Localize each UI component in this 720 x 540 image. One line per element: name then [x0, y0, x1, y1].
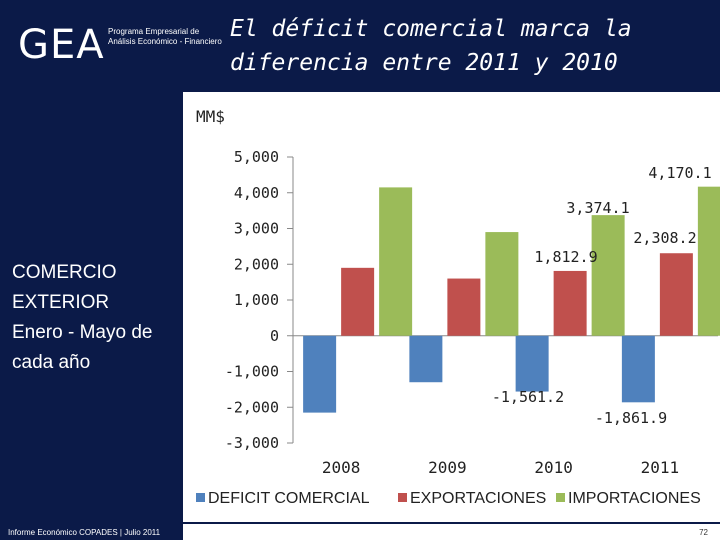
data-label: 2,308.2	[633, 229, 696, 247]
legend-label: EXPORTACIONES	[410, 490, 546, 507]
data-label: 4,170.1	[648, 164, 711, 182]
bar-importaciones	[485, 232, 519, 336]
bar-exportaciones	[553, 270, 587, 336]
data-label: 1,812.9	[534, 248, 597, 266]
sidebar-line-3: Enero - Mayo de	[12, 322, 153, 343]
logo-subtitle: Programa Empresarial de Análisis Económi…	[108, 27, 222, 46]
x-category-label: 2010	[534, 458, 573, 477]
y-tick-label: -2,000	[225, 398, 279, 416]
y-tick-label: 5,000	[234, 148, 279, 166]
x-category-label: 2009	[428, 458, 467, 477]
legend-swatch	[196, 493, 205, 502]
bar-deficit-comercial	[409, 335, 443, 383]
legend-swatch	[556, 493, 565, 502]
footer-report: Informe Económico COPADES | Julio 2011	[8, 528, 161, 537]
data-label: 3,374.1	[566, 199, 629, 217]
sidebar-line-4: cada año	[12, 352, 91, 373]
bar-exportaciones	[341, 267, 375, 336]
data-label: -1,561.2	[492, 388, 564, 406]
y-tick-label: 0	[270, 327, 279, 345]
title-line-1: El déficit comercial marca la	[230, 16, 632, 42]
bar-deficit-comercial	[515, 335, 549, 392]
x-category-label: 2011	[641, 458, 680, 477]
legend-swatch	[398, 493, 407, 502]
page-number: 72	[699, 528, 708, 537]
x-category-label: 2008	[322, 458, 361, 477]
bar-importaciones	[379, 187, 413, 336]
bar-exportaciones	[659, 253, 693, 336]
legend-label: IMPORTACIONES	[568, 490, 701, 507]
bar-importaciones	[591, 215, 625, 336]
y-tick-label: 3,000	[234, 220, 279, 238]
y-tick-label: -1,000	[225, 363, 279, 381]
y-tick-label: 4,000	[234, 184, 279, 202]
sidebar-line-2: EXTERIOR	[12, 292, 110, 313]
gea-logo: GEA	[18, 22, 105, 68]
bar-importaciones	[697, 186, 720, 336]
y-unit-label: MM$	[196, 107, 225, 126]
sidebar-line-1: COMERCIO	[12, 262, 117, 283]
sidebar-caption: COMERCIO EXTERIOR Enero - Mayo de cada a…	[12, 258, 187, 378]
data-label: -1,861.9	[595, 409, 667, 427]
y-tick-label: 2,000	[234, 255, 279, 273]
y-tick-label: -3,000	[225, 434, 279, 452]
legend-label: DEFICIT COMERCIAL	[208, 490, 370, 507]
bar-deficit-comercial	[621, 335, 655, 403]
left-sidebar	[0, 92, 183, 540]
title-line-2: diferencia entre 2011 y 2010	[230, 50, 618, 76]
footer-divider	[183, 522, 720, 524]
bar-exportaciones	[447, 278, 481, 336]
bar-deficit-comercial	[303, 335, 337, 413]
slide-title: El déficit comercial marca la diferencia…	[230, 12, 710, 80]
header-bar: GEA Programa Empresarial de Análisis Eco…	[0, 0, 720, 92]
y-tick-label: 1,000	[234, 291, 279, 309]
